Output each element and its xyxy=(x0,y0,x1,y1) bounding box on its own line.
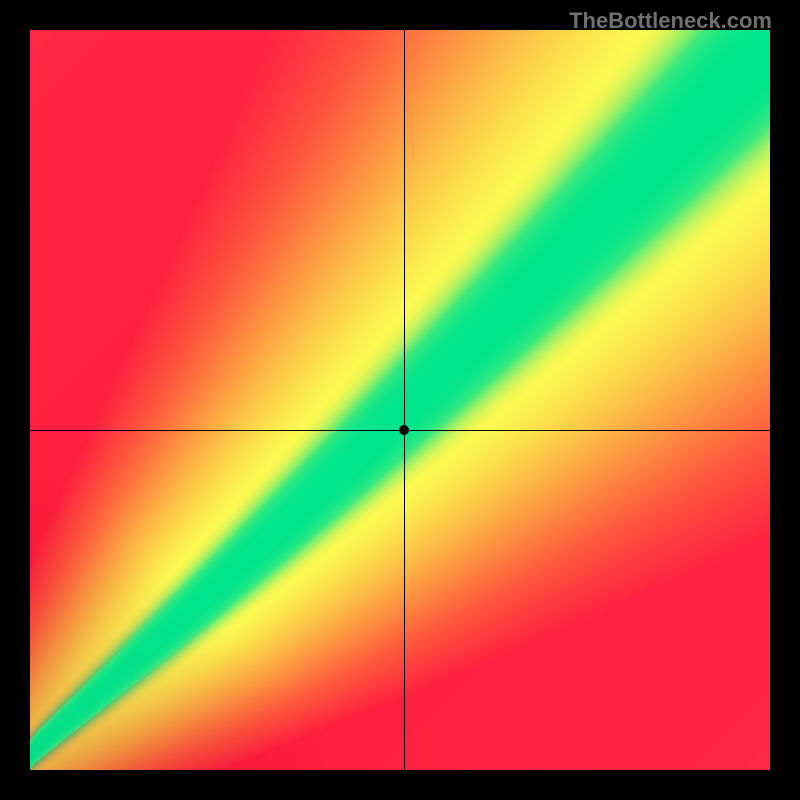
heatmap-canvas xyxy=(30,30,770,770)
crosshair-vertical xyxy=(404,30,405,770)
chart-container: TheBottleneck.com xyxy=(0,0,800,800)
crosshair-marker xyxy=(399,425,409,435)
plot-area xyxy=(30,30,770,770)
watermark-text: TheBottleneck.com xyxy=(569,8,772,34)
